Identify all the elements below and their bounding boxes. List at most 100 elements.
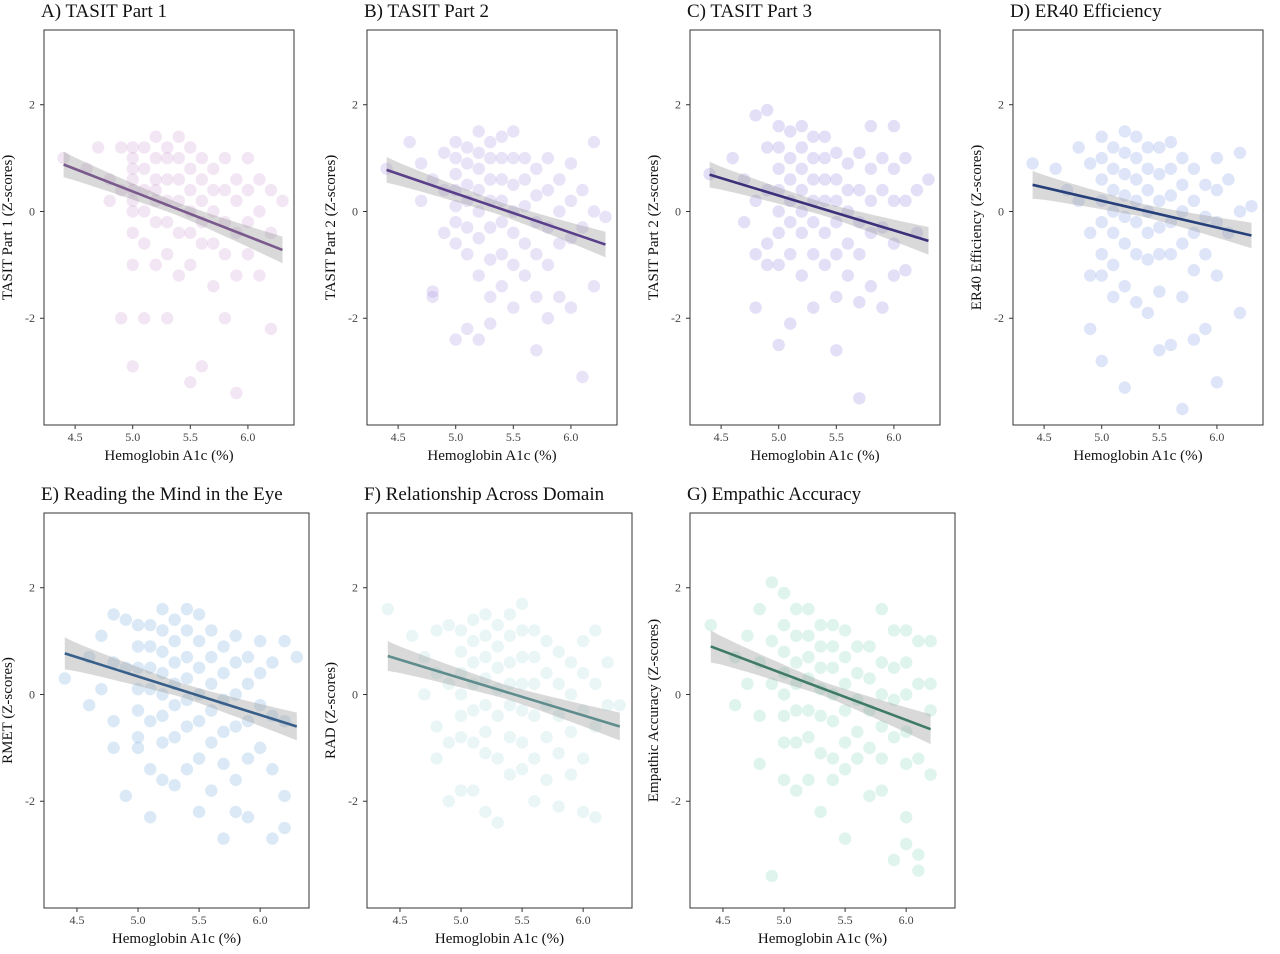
data-point [472, 231, 485, 245]
data-point [1176, 205, 1189, 218]
data-point [887, 162, 901, 175]
data-point [126, 226, 139, 240]
data-point [1118, 146, 1131, 159]
data-point [864, 119, 878, 133]
chart-panel-1: A) TASIT Part 1 4.5 5.0 5.5 6.0 -2 0 2 Hemoglobi… [0, 1, 295, 464]
data-point [144, 618, 157, 632]
data-point [553, 237, 566, 250]
data-point [753, 709, 766, 723]
data-point [765, 634, 779, 648]
data-point [195, 360, 209, 373]
data-point [899, 656, 913, 669]
points-layer [381, 597, 626, 829]
data-point [107, 656, 120, 669]
data-point [899, 264, 912, 277]
data-point [161, 151, 174, 165]
data-point [156, 736, 169, 749]
data-point [576, 752, 590, 765]
data-point [1130, 247, 1143, 261]
data-point [207, 205, 220, 218]
data-point [503, 730, 517, 744]
data-point [138, 162, 151, 175]
data-point [442, 618, 456, 632]
data-point [156, 624, 169, 637]
y-axis-label: TASIT Part 2 (Z-scores) [323, 155, 339, 301]
data-point [741, 629, 754, 642]
data-point [149, 258, 162, 272]
data-point [1187, 226, 1201, 240]
data-point [107, 714, 120, 728]
data-point [772, 258, 785, 272]
data-point [381, 602, 394, 616]
data-point [875, 688, 888, 701]
data-point [530, 189, 543, 202]
chart-panel-3: C) TASIT Part 3 4.5 5.0 5.5 6.0 -2 0 2 Hemoglobi… [646, 1, 941, 464]
data-point [772, 162, 785, 175]
data-point [479, 608, 492, 621]
y-tick-label: -2 [671, 794, 681, 808]
x-tick-label: 4.5 [715, 913, 730, 927]
data-point [217, 640, 230, 653]
data-point [576, 221, 589, 234]
x-axis-label: Hemoglobin A1c (%) [750, 448, 879, 464]
data-point [491, 640, 504, 653]
data-point [541, 151, 555, 165]
data-point [838, 650, 852, 664]
data-point [218, 312, 232, 325]
data-point [1153, 247, 1166, 261]
data-point [601, 698, 614, 712]
data-point [253, 741, 267, 755]
data-point [1233, 205, 1247, 218]
data-point [589, 811, 602, 824]
data-point [1141, 253, 1154, 266]
data-point [218, 151, 232, 165]
plot-area-frame [43, 29, 295, 426]
data-point [1199, 178, 1212, 191]
data-point [168, 698, 181, 712]
data-point [818, 194, 831, 208]
x-tick-label: 5.0 [771, 430, 786, 444]
data-point [553, 205, 566, 218]
data-point [253, 269, 266, 282]
data-point [253, 634, 267, 648]
data-point [838, 704, 852, 717]
data-point [613, 698, 626, 712]
data-point [830, 344, 843, 357]
data-point [479, 629, 492, 642]
data-point [826, 714, 840, 728]
data-point [518, 237, 532, 250]
data-point [841, 157, 855, 170]
data-point [887, 269, 901, 282]
data-point [217, 666, 230, 680]
data-point [830, 215, 843, 229]
data-point [552, 800, 565, 813]
data-point [230, 173, 243, 186]
data-point [207, 237, 220, 250]
data-point [1199, 247, 1212, 261]
data-point [1176, 237, 1189, 250]
data-point [753, 602, 766, 616]
data-point [830, 146, 843, 159]
x-tick-label: 5.0 [777, 913, 792, 927]
data-point [454, 688, 468, 701]
data-point [818, 130, 831, 143]
data-point [495, 130, 508, 143]
data-point [442, 795, 456, 808]
data-point [195, 237, 209, 250]
data-point [790, 602, 803, 616]
data-point [507, 125, 520, 138]
data-point [430, 752, 443, 765]
data-point [899, 194, 912, 208]
data-point [1164, 162, 1178, 175]
data-point [1164, 247, 1178, 261]
plot-area-frame [689, 29, 941, 426]
y-tick-label: 0 [998, 204, 1004, 218]
data-point [772, 226, 785, 240]
data-point [777, 618, 791, 632]
data-point [1107, 162, 1120, 175]
data-point [1072, 194, 1085, 208]
data-point [1107, 258, 1120, 272]
x-tick-label: 4.5 [714, 430, 729, 444]
data-point [851, 752, 864, 765]
data-point [180, 602, 194, 616]
